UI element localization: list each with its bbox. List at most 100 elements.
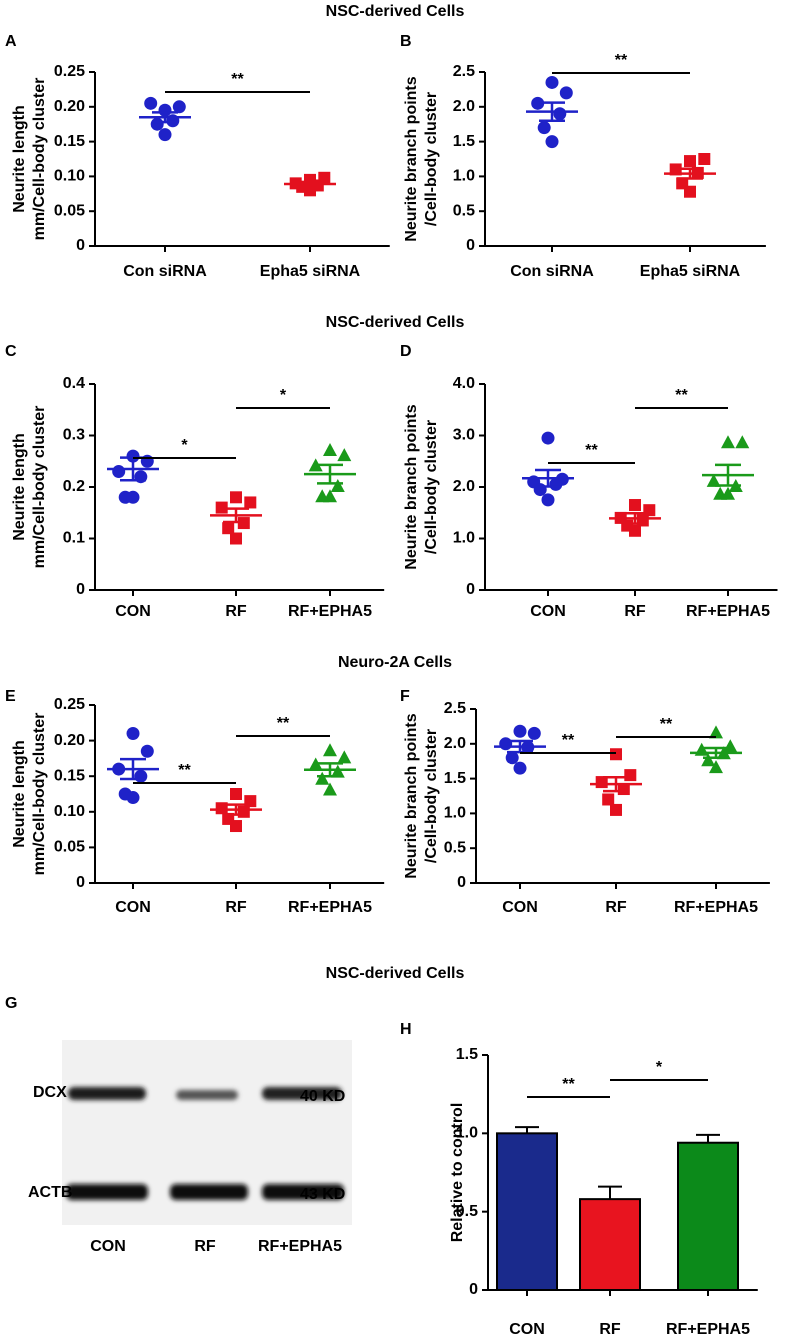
y-axis-label: Neurite branch points — [403, 713, 420, 878]
chart-panel: H Relative to control 0 0.5 1.0 1.5 CON RF RF+EP… — [400, 1021, 758, 1338]
chart-panel: B Neurite branch points/Cell-body cluster… — [400, 33, 766, 280]
y-tick-label: 2.0 — [453, 98, 475, 115]
y-tick-label: 3.0 — [453, 427, 475, 444]
data-point — [499, 737, 513, 751]
data-point — [230, 820, 242, 833]
data-point — [559, 86, 573, 100]
x-tick-label: RF+EPHA5 — [288, 603, 372, 620]
y-tick-label: 0.4 — [63, 375, 85, 392]
y-tick-label: 1.5 — [444, 770, 466, 787]
chart-panel: F Neurite branch points/Cell-body cluster… — [400, 688, 770, 916]
x-tick-label: RF+EPHA5 — [666, 1321, 750, 1338]
x-tick-label: RF — [624, 603, 646, 620]
y-tick-label: 1.5 — [453, 133, 475, 150]
y-tick-label: 0.15 — [54, 133, 85, 150]
data-point — [126, 449, 140, 463]
y-tick-label: 0 — [466, 581, 475, 598]
blot-size-label: 40 KD — [300, 1088, 345, 1105]
y-tick-label: 0.25 — [54, 63, 85, 80]
data-point — [134, 769, 148, 783]
data-point — [553, 107, 567, 121]
x-tick-label: Con siRNA — [123, 263, 207, 280]
data-point — [527, 726, 541, 740]
y-tick-label: 0 — [76, 237, 85, 254]
data-point — [629, 524, 641, 537]
y-tick-label: 2.5 — [444, 700, 466, 717]
panel-letter: C — [5, 343, 17, 360]
data-point — [308, 458, 323, 472]
significance-label: ** — [675, 387, 688, 404]
significance-label: ** — [585, 442, 598, 459]
chart-panel: E Neurite length mm/Cell-body cluster 0 0.05… — [5, 688, 385, 916]
y-tick-label: 0.20 — [54, 732, 85, 749]
significance-label: ** — [178, 762, 191, 779]
blot-row-label: ACTB — [28, 1184, 72, 1201]
y-tick-label: 0.5 — [444, 839, 466, 856]
y-tick-label: 0 — [457, 874, 466, 891]
chart-panel: C Neurite length mm/Cell-body cluster 0 0.1 0… — [5, 343, 385, 620]
y-tick-label: 0.10 — [54, 168, 85, 185]
data-point — [330, 479, 345, 492]
y-tick-label: 0.5 — [456, 1203, 478, 1220]
data-point — [230, 532, 242, 545]
x-tick-label: Epha5 siRNA — [640, 263, 741, 280]
y-axis-label: Neurite length — [11, 740, 28, 848]
data-point — [323, 442, 337, 456]
data-point — [684, 185, 696, 198]
panel-letter: D — [400, 343, 412, 360]
x-tick-label: RF — [225, 603, 247, 620]
data-point — [237, 805, 250, 818]
y-tick-label: 1.0 — [456, 1125, 478, 1142]
y-axis-label: mm/Cell-body cluster — [31, 78, 48, 241]
y-tick-label: 0.05 — [54, 839, 85, 856]
y-axis-label: Neurite branch points — [403, 404, 420, 569]
data-point — [244, 496, 257, 509]
data-point — [698, 153, 711, 165]
bar — [677, 1141, 739, 1291]
panel-letter: H — [400, 1021, 412, 1038]
y-tick-label: 0 — [466, 237, 475, 254]
y-axis-label: /Cell-body cluster — [423, 420, 440, 554]
data-point — [244, 795, 257, 808]
panel-letter: F — [400, 688, 410, 705]
significance-label: ** — [615, 52, 628, 69]
y-tick-label: 2.0 — [453, 478, 475, 495]
blot-lane-label: RF+EPHA5 — [258, 1238, 342, 1255]
data-point — [126, 490, 140, 504]
data-point — [126, 791, 140, 805]
data-point — [315, 771, 330, 785]
section-heading: NSC-derived Cells — [326, 3, 465, 20]
blot-band — [262, 1087, 342, 1100]
chart-panel: D Neurite branch points/Cell-body cluster… — [400, 343, 778, 620]
data-point — [541, 493, 555, 507]
y-tick-label: 2.5 — [453, 63, 475, 80]
panel-letter: E — [5, 688, 16, 705]
section-heading: NSC-derived Cells — [326, 314, 465, 331]
data-point — [701, 753, 716, 767]
y-axis-label: Neurite branch points — [403, 76, 420, 241]
data-point — [706, 473, 721, 487]
data-point — [545, 135, 559, 149]
data-point — [709, 725, 723, 739]
data-point — [602, 793, 615, 806]
significance-label: * — [280, 387, 287, 404]
data-point — [323, 489, 337, 503]
data-point — [721, 435, 735, 449]
data-point — [144, 96, 158, 110]
blot-band — [262, 1184, 344, 1200]
blot-lane-label: RF — [194, 1238, 216, 1255]
data-point — [140, 744, 154, 758]
x-tick-label: RF — [605, 899, 627, 916]
significance-label: ** — [562, 732, 575, 749]
x-tick-label: RF — [225, 899, 247, 916]
x-tick-label: Con siRNA — [510, 263, 594, 280]
blot-band — [170, 1184, 248, 1200]
data-point — [709, 760, 723, 774]
data-point — [549, 477, 563, 491]
data-point — [629, 499, 641, 512]
blot-band — [66, 1184, 148, 1200]
y-axis-label: Relative to control — [449, 1103, 466, 1243]
chart-panel: A Neurite length mm/Cell-body cluster 0 0.05… — [5, 33, 390, 280]
data-point — [323, 782, 337, 796]
